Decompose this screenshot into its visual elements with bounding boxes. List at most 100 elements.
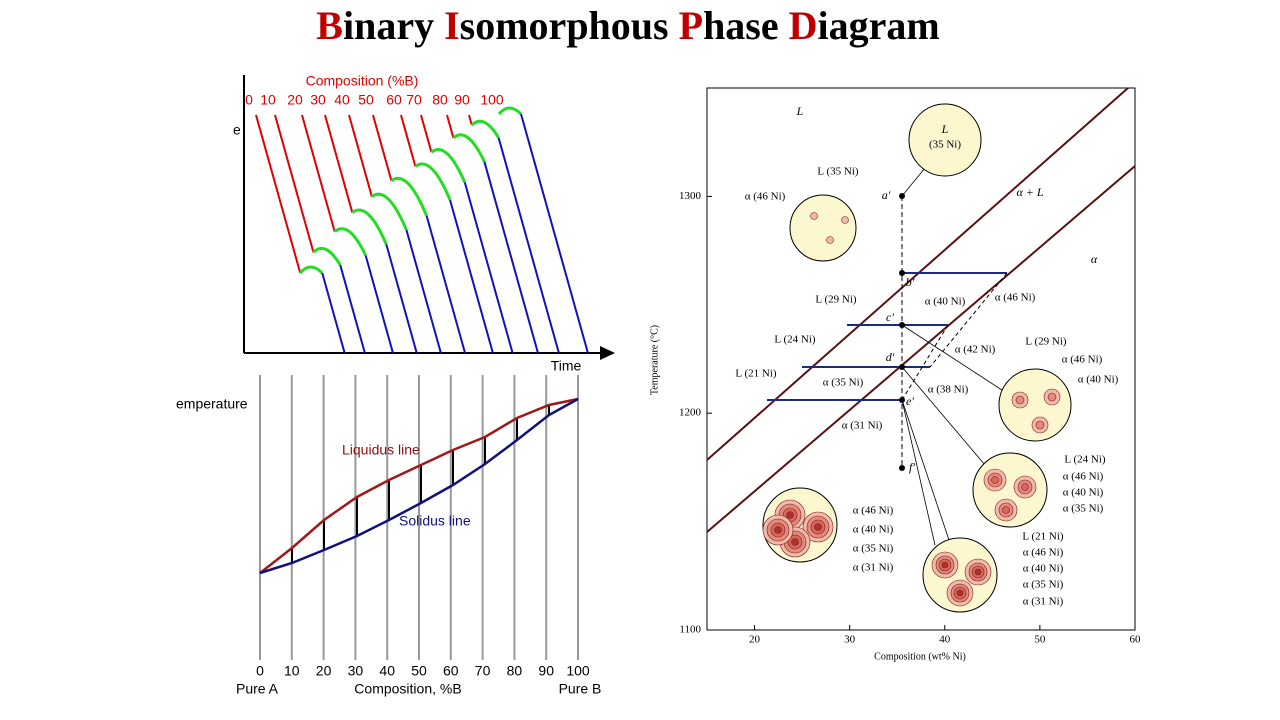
x-tick-label: 40 [379, 663, 395, 679]
grain [791, 538, 799, 546]
composition-label: 20 [287, 92, 303, 108]
connector [901, 167, 926, 197]
x-label: Composition (wt% Ni) [874, 651, 966, 662]
grain [956, 589, 964, 597]
grain [841, 216, 849, 224]
cooling-solid [463, 182, 514, 354]
x-tick-label: 40 [939, 634, 951, 646]
annotation: L (21 Ni) [1022, 531, 1063, 543]
liquidus-curve [259, 397, 579, 574]
connector [901, 399, 951, 544]
composition-label: 90 [454, 92, 470, 108]
annotation: α (35 Ni) [823, 377, 864, 389]
title-initial: I [444, 3, 460, 48]
composition-label: 40 [334, 92, 350, 108]
composition-label: 60 [386, 92, 402, 108]
cooling-solid [385, 244, 418, 354]
grain [810, 212, 818, 220]
grain [814, 523, 822, 531]
cooling-solid [321, 272, 346, 354]
dashed-guide [901, 272, 1008, 401]
annotation: α (40 Ni) [925, 296, 966, 308]
connector [901, 366, 986, 466]
cooling-liquid [274, 114, 315, 253]
cooling-solid [405, 229, 442, 354]
cooling-solid [483, 161, 539, 354]
annotation: α (31 Ni) [842, 420, 883, 432]
point-label: c′ [886, 310, 894, 324]
cooling-liquid [348, 114, 373, 197]
point-label: e′ [906, 394, 914, 408]
annotation: α (31 Ni) [853, 562, 894, 574]
composition-label: 0 [245, 92, 253, 108]
x-tick-label: 80 [507, 663, 523, 679]
solidus-label: Solidus line [399, 513, 471, 529]
grain [1047, 392, 1057, 402]
cooling-liquid [372, 114, 393, 182]
composition-label: 70 [406, 92, 422, 108]
annotation: α (40 Ni) [1078, 374, 1119, 386]
cooling-liquid [324, 114, 354, 213]
cooling-liquid [468, 114, 473, 126]
x-tick-label: 60 [1130, 634, 1142, 646]
connector [901, 399, 936, 546]
title-rest: inary [342, 3, 435, 48]
point-label: f′ [909, 460, 915, 474]
annotation: α (40 Ni) [1063, 487, 1104, 499]
micro-b [789, 194, 857, 262]
grain [826, 236, 834, 244]
annotation: α (46 Ni) [1023, 547, 1064, 559]
title-initial: B [316, 3, 343, 48]
cooling-solidifying [452, 133, 486, 163]
solidus-line [706, 165, 1136, 533]
title-rest: hase [703, 3, 779, 48]
point-label: d′ [886, 350, 895, 364]
x-tick-label: 10 [284, 663, 300, 679]
cooling-solidifying [430, 148, 467, 183]
cooling-solidifying [470, 119, 500, 139]
y-tick-label: 1200 [679, 407, 702, 419]
micro-c [998, 368, 1072, 442]
annotation: α (38 Ni) [928, 384, 969, 396]
annotation: α (46 Ni) [745, 191, 786, 203]
x-tick-label: 70 [475, 663, 491, 679]
annotation: L (24 Ni) [774, 334, 815, 346]
bubble-composition: (35 Ni) [929, 139, 961, 151]
cooling-solid [339, 264, 366, 354]
grain [1021, 483, 1029, 491]
y-label: e [233, 122, 241, 138]
x-tick-label: 50 [1034, 634, 1046, 646]
connector [901, 324, 1006, 393]
annotation: α (40 Ni) [853, 524, 894, 536]
x-label: Composition, %B [354, 681, 461, 697]
composition-label: 10 [260, 92, 276, 108]
y-tick-label: 1100 [679, 624, 701, 636]
annotation: L (24 Ni) [1064, 454, 1105, 466]
annotation: α (46 Ni) [1062, 354, 1103, 366]
cooling-solidifying [333, 227, 368, 257]
cooling-solidifying [414, 162, 452, 201]
x-tick-label: 30 [348, 663, 364, 679]
annotation: α (46 Ni) [853, 505, 894, 517]
micro-liquid [908, 103, 982, 177]
x-label: Time [551, 358, 582, 374]
x-tick-label: 90 [538, 663, 554, 679]
x-tick-label: 20 [316, 663, 332, 679]
annotation: L (29 Ni) [815, 294, 856, 306]
title-initial: D [788, 3, 818, 48]
annotation: L (29 Ni) [1025, 336, 1066, 348]
x-tick-label: 60 [443, 663, 459, 679]
composition-label: 80 [432, 92, 448, 108]
solidus-curve [259, 397, 579, 575]
annotation: α (31 Ni) [1023, 596, 1064, 608]
cooling-liquid [420, 114, 433, 153]
region-label: α [1091, 252, 1098, 266]
state-point [899, 465, 905, 471]
cooling-solidifying [497, 106, 523, 116]
bubble-phase: L [941, 122, 949, 136]
annotation: α (40 Ni) [1023, 563, 1064, 575]
x-tick-label: 30 [844, 634, 856, 646]
title-rest: iagram [817, 3, 940, 48]
x-tick-label: 100 [566, 663, 590, 679]
cooling-solidifying [351, 208, 388, 245]
